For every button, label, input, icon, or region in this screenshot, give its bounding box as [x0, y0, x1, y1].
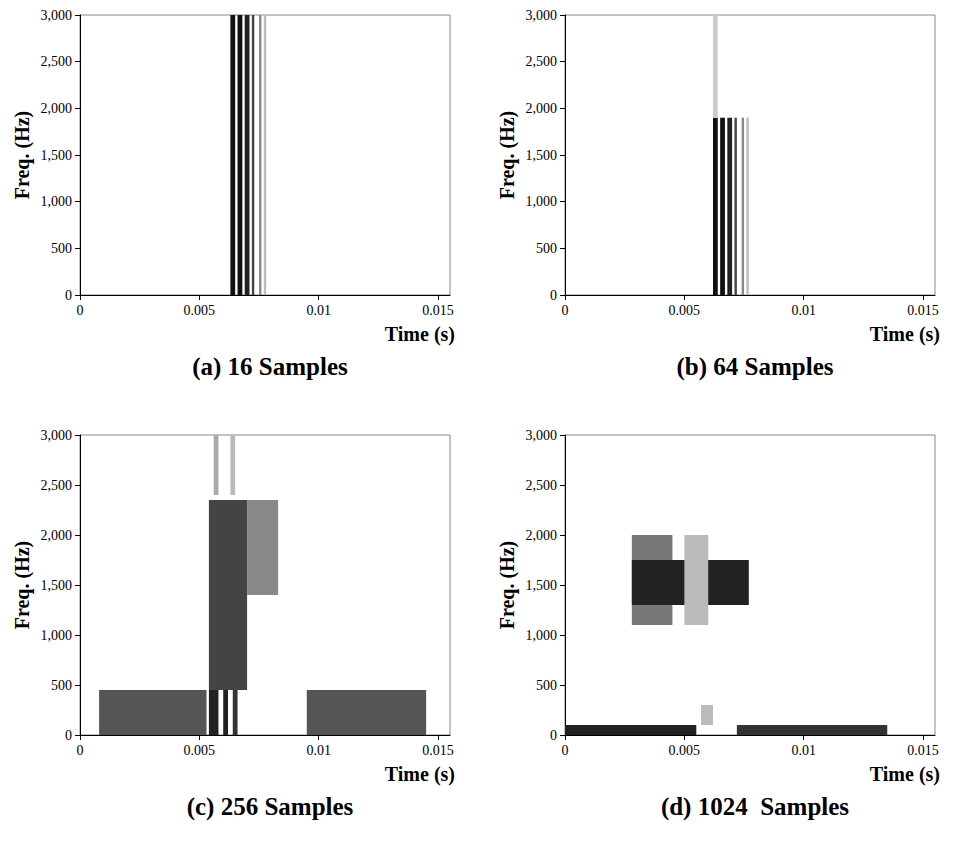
- svg-text:500: 500: [51, 678, 72, 693]
- svg-text:0.005: 0.005: [669, 303, 701, 318]
- svg-text:0.015: 0.015: [907, 303, 939, 318]
- svg-text:3,000: 3,000: [526, 428, 558, 443]
- svg-text:2,500: 2,500: [526, 478, 558, 493]
- svg-text:2,000: 2,000: [526, 101, 558, 116]
- svg-text:0: 0: [550, 728, 557, 743]
- svg-text:Freq. (Hz): Freq. (Hz): [11, 111, 34, 200]
- svg-text:1,500: 1,500: [526, 148, 558, 163]
- svg-text:2,500: 2,500: [41, 54, 73, 69]
- svg-text:500: 500: [536, 241, 557, 256]
- svg-text:0: 0: [65, 728, 72, 743]
- svg-text:500: 500: [51, 241, 72, 256]
- svg-text:0: 0: [65, 288, 72, 303]
- svg-text:1,000: 1,000: [41, 194, 73, 209]
- svg-text:2,000: 2,000: [41, 101, 73, 116]
- svg-text:0.005: 0.005: [669, 743, 701, 758]
- svg-text:2,500: 2,500: [41, 478, 73, 493]
- svg-text:3,000: 3,000: [41, 8, 73, 23]
- svg-text:3,000: 3,000: [41, 428, 73, 443]
- svg-text:0.015: 0.015: [907, 743, 939, 758]
- svg-text:1,500: 1,500: [41, 148, 73, 163]
- svg-text:0.01: 0.01: [306, 743, 331, 758]
- svg-text:0.015: 0.015: [422, 743, 454, 758]
- svg-text:0.005: 0.005: [184, 743, 216, 758]
- svg-text:0.005: 0.005: [184, 303, 216, 318]
- svg-text:0: 0: [77, 303, 84, 318]
- svg-text:0.015: 0.015: [422, 303, 454, 318]
- svg-text:Time (s): Time (s): [870, 323, 940, 346]
- svg-text:0.01: 0.01: [791, 743, 816, 758]
- svg-text:0.01: 0.01: [791, 303, 816, 318]
- svg-text:Time (s): Time (s): [870, 763, 940, 786]
- svg-text:1,500: 1,500: [41, 578, 73, 593]
- svg-text:0: 0: [562, 303, 569, 318]
- svg-text:2,500: 2,500: [526, 54, 558, 69]
- svg-text:(a) 16 Samples: (a) 16 Samples: [192, 353, 348, 381]
- svg-text:3,000: 3,000: [526, 8, 558, 23]
- svg-text:Time (s): Time (s): [385, 763, 455, 786]
- svg-text:0: 0: [550, 288, 557, 303]
- svg-text:1,000: 1,000: [526, 628, 558, 643]
- svg-text:Time (s): Time (s): [385, 323, 455, 346]
- svg-text:0.01: 0.01: [306, 303, 331, 318]
- svg-text:2,000: 2,000: [526, 528, 558, 543]
- svg-text:(c) 256 Samples: (c) 256 Samples: [187, 793, 354, 821]
- svg-text:1,500: 1,500: [526, 578, 558, 593]
- svg-text:500: 500: [536, 678, 557, 693]
- svg-text:(d) 1024 Samples: (d) 1024 Samples: [661, 793, 849, 821]
- svg-text:Freq. (Hz): Freq. (Hz): [496, 541, 519, 630]
- svg-text:Freq. (Hz): Freq. (Hz): [496, 111, 519, 200]
- svg-text:2,000: 2,000: [41, 528, 73, 543]
- svg-text:0: 0: [562, 743, 569, 758]
- svg-text:(b) 64 Samples: (b) 64 Samples: [677, 353, 834, 381]
- svg-text:1,000: 1,000: [41, 628, 73, 643]
- svg-text:1,000: 1,000: [526, 194, 558, 209]
- svg-text:0: 0: [77, 743, 84, 758]
- svg-text:Freq. (Hz): Freq. (Hz): [11, 541, 34, 630]
